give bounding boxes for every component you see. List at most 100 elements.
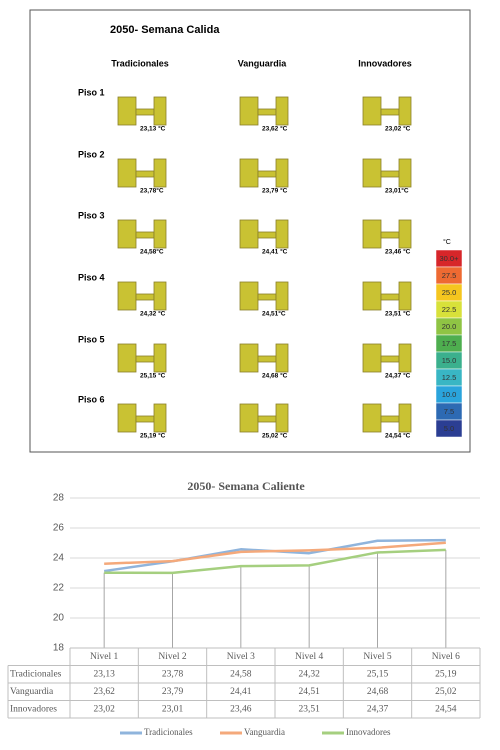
floor-plan xyxy=(153,158,167,188)
table-value: 24,51 xyxy=(298,687,320,697)
x-tick-label: Nivel 2 xyxy=(158,652,186,662)
temperature-label: 23,01°C xyxy=(385,187,409,195)
temperature-label: 24,37 °C xyxy=(385,372,411,380)
floor-plan xyxy=(135,293,155,301)
legend-label: 25.0 xyxy=(442,288,457,297)
floor-plan xyxy=(117,281,137,311)
floor-plan xyxy=(239,219,259,249)
floor-plan xyxy=(275,219,289,249)
floor-plan xyxy=(362,158,382,188)
temperature-label: 23,46 °C xyxy=(385,248,411,256)
legend-label: 27.5 xyxy=(442,271,457,280)
legend-label: 20.0 xyxy=(442,322,457,331)
table-value: 23,01 xyxy=(162,704,184,714)
legend-label: 30.0+ xyxy=(440,254,460,263)
figure-title: 2050- Semana Calida xyxy=(110,24,220,36)
temperature-label: 23,62 °C xyxy=(262,125,288,133)
x-tick-label: Nivel 4 xyxy=(295,652,323,662)
floor-plan xyxy=(117,96,137,126)
temperature-label: 24,54 °C xyxy=(385,432,411,440)
legend-label: 15.0 xyxy=(442,356,457,365)
table-value: 24,68 xyxy=(367,687,389,697)
series-line xyxy=(104,541,446,565)
floor-plan xyxy=(257,231,277,239)
temperature-label: 23,13 °C xyxy=(140,125,166,133)
x-tick-label: Nivel 3 xyxy=(227,652,255,662)
temperature-label: 23,78°C xyxy=(140,187,164,195)
row-label: Piso 1 xyxy=(78,87,105,97)
floor-plan xyxy=(257,415,277,423)
x-tick-label: Nivel 6 xyxy=(432,652,460,662)
column-header: Vanguardia xyxy=(238,58,288,68)
floor-plan xyxy=(117,158,137,188)
floor-plan xyxy=(275,158,289,188)
floor-plan xyxy=(153,219,167,249)
table-value: 23,78 xyxy=(162,669,184,679)
floor-plan xyxy=(362,219,382,249)
floor-plan xyxy=(135,231,155,239)
floor-plan xyxy=(398,96,412,126)
y-tick-label: 24 xyxy=(53,553,65,564)
floor-plan xyxy=(117,403,137,433)
column-header: Tradicionales xyxy=(111,58,169,68)
x-tick-label: Nivel 5 xyxy=(363,652,391,662)
temperature-label: 23,79 °C xyxy=(262,187,288,195)
floor-plan xyxy=(398,281,412,311)
temperature-label: 24,32 °C xyxy=(140,310,166,318)
floor-plan xyxy=(398,403,412,433)
floor-plan xyxy=(380,231,400,239)
table-row-label: Innovadores xyxy=(10,704,57,714)
temperature-label: 24,41 °C xyxy=(262,248,288,256)
series-line xyxy=(104,548,446,575)
table-value: 24,32 xyxy=(298,669,320,679)
y-tick-label: 28 xyxy=(53,493,65,504)
floor-plan xyxy=(135,355,155,363)
table-value: 25,15 xyxy=(367,669,389,679)
floor-plan xyxy=(275,281,289,311)
y-tick-label: 20 xyxy=(53,613,65,624)
temperature-label: 25,15 °C xyxy=(140,372,166,380)
legend-swatch xyxy=(435,419,463,438)
floor-plan xyxy=(275,343,289,373)
floor-plan xyxy=(380,415,400,423)
floor-plan xyxy=(117,343,137,373)
floor-plan xyxy=(380,293,400,301)
floor-plan xyxy=(239,158,259,188)
x-tick-label: Nivel 1 xyxy=(90,652,118,662)
floor-plan xyxy=(135,108,155,116)
legend-unit: °C xyxy=(443,238,451,246)
column-header: Innovadores xyxy=(358,58,412,68)
temperature-label: 24,68 °C xyxy=(262,372,288,380)
legend-label: 7.5 xyxy=(444,407,454,416)
floor-plan xyxy=(257,293,277,301)
legend-label: 12.5 xyxy=(442,373,457,382)
row-label: Piso 3 xyxy=(78,210,105,220)
table-value: 23,46 xyxy=(230,704,252,714)
floor-plan xyxy=(257,170,277,178)
temperature-label: 24,58°C xyxy=(140,248,164,256)
y-tick-label: 26 xyxy=(53,523,65,534)
floor-plan xyxy=(257,355,277,363)
table-value: 24,37 xyxy=(367,704,389,714)
table-value: 23,79 xyxy=(162,687,184,697)
floor-plan xyxy=(153,281,167,311)
floor-plan xyxy=(362,96,382,126)
table-value: 23,51 xyxy=(298,704,320,714)
floor-plan xyxy=(153,343,167,373)
row-label: Piso 2 xyxy=(78,149,105,159)
floor-plan xyxy=(153,96,167,126)
table-value: 25,02 xyxy=(435,687,457,697)
y-tick-label: 18 xyxy=(53,643,65,654)
temperature-label: 25,19 °C xyxy=(140,432,166,440)
floor-plan xyxy=(362,343,382,373)
legend-label: Vanguardia xyxy=(244,727,285,737)
row-label: Piso 6 xyxy=(78,394,105,404)
chart-title: 2050- Semana Caliente xyxy=(187,479,305,493)
floor-plan xyxy=(135,415,155,423)
floor-plan xyxy=(380,108,400,116)
floor-plan xyxy=(362,281,382,311)
legend-label: 5.0 xyxy=(444,424,454,433)
floor-plan xyxy=(239,403,259,433)
floor-plan xyxy=(117,219,137,249)
